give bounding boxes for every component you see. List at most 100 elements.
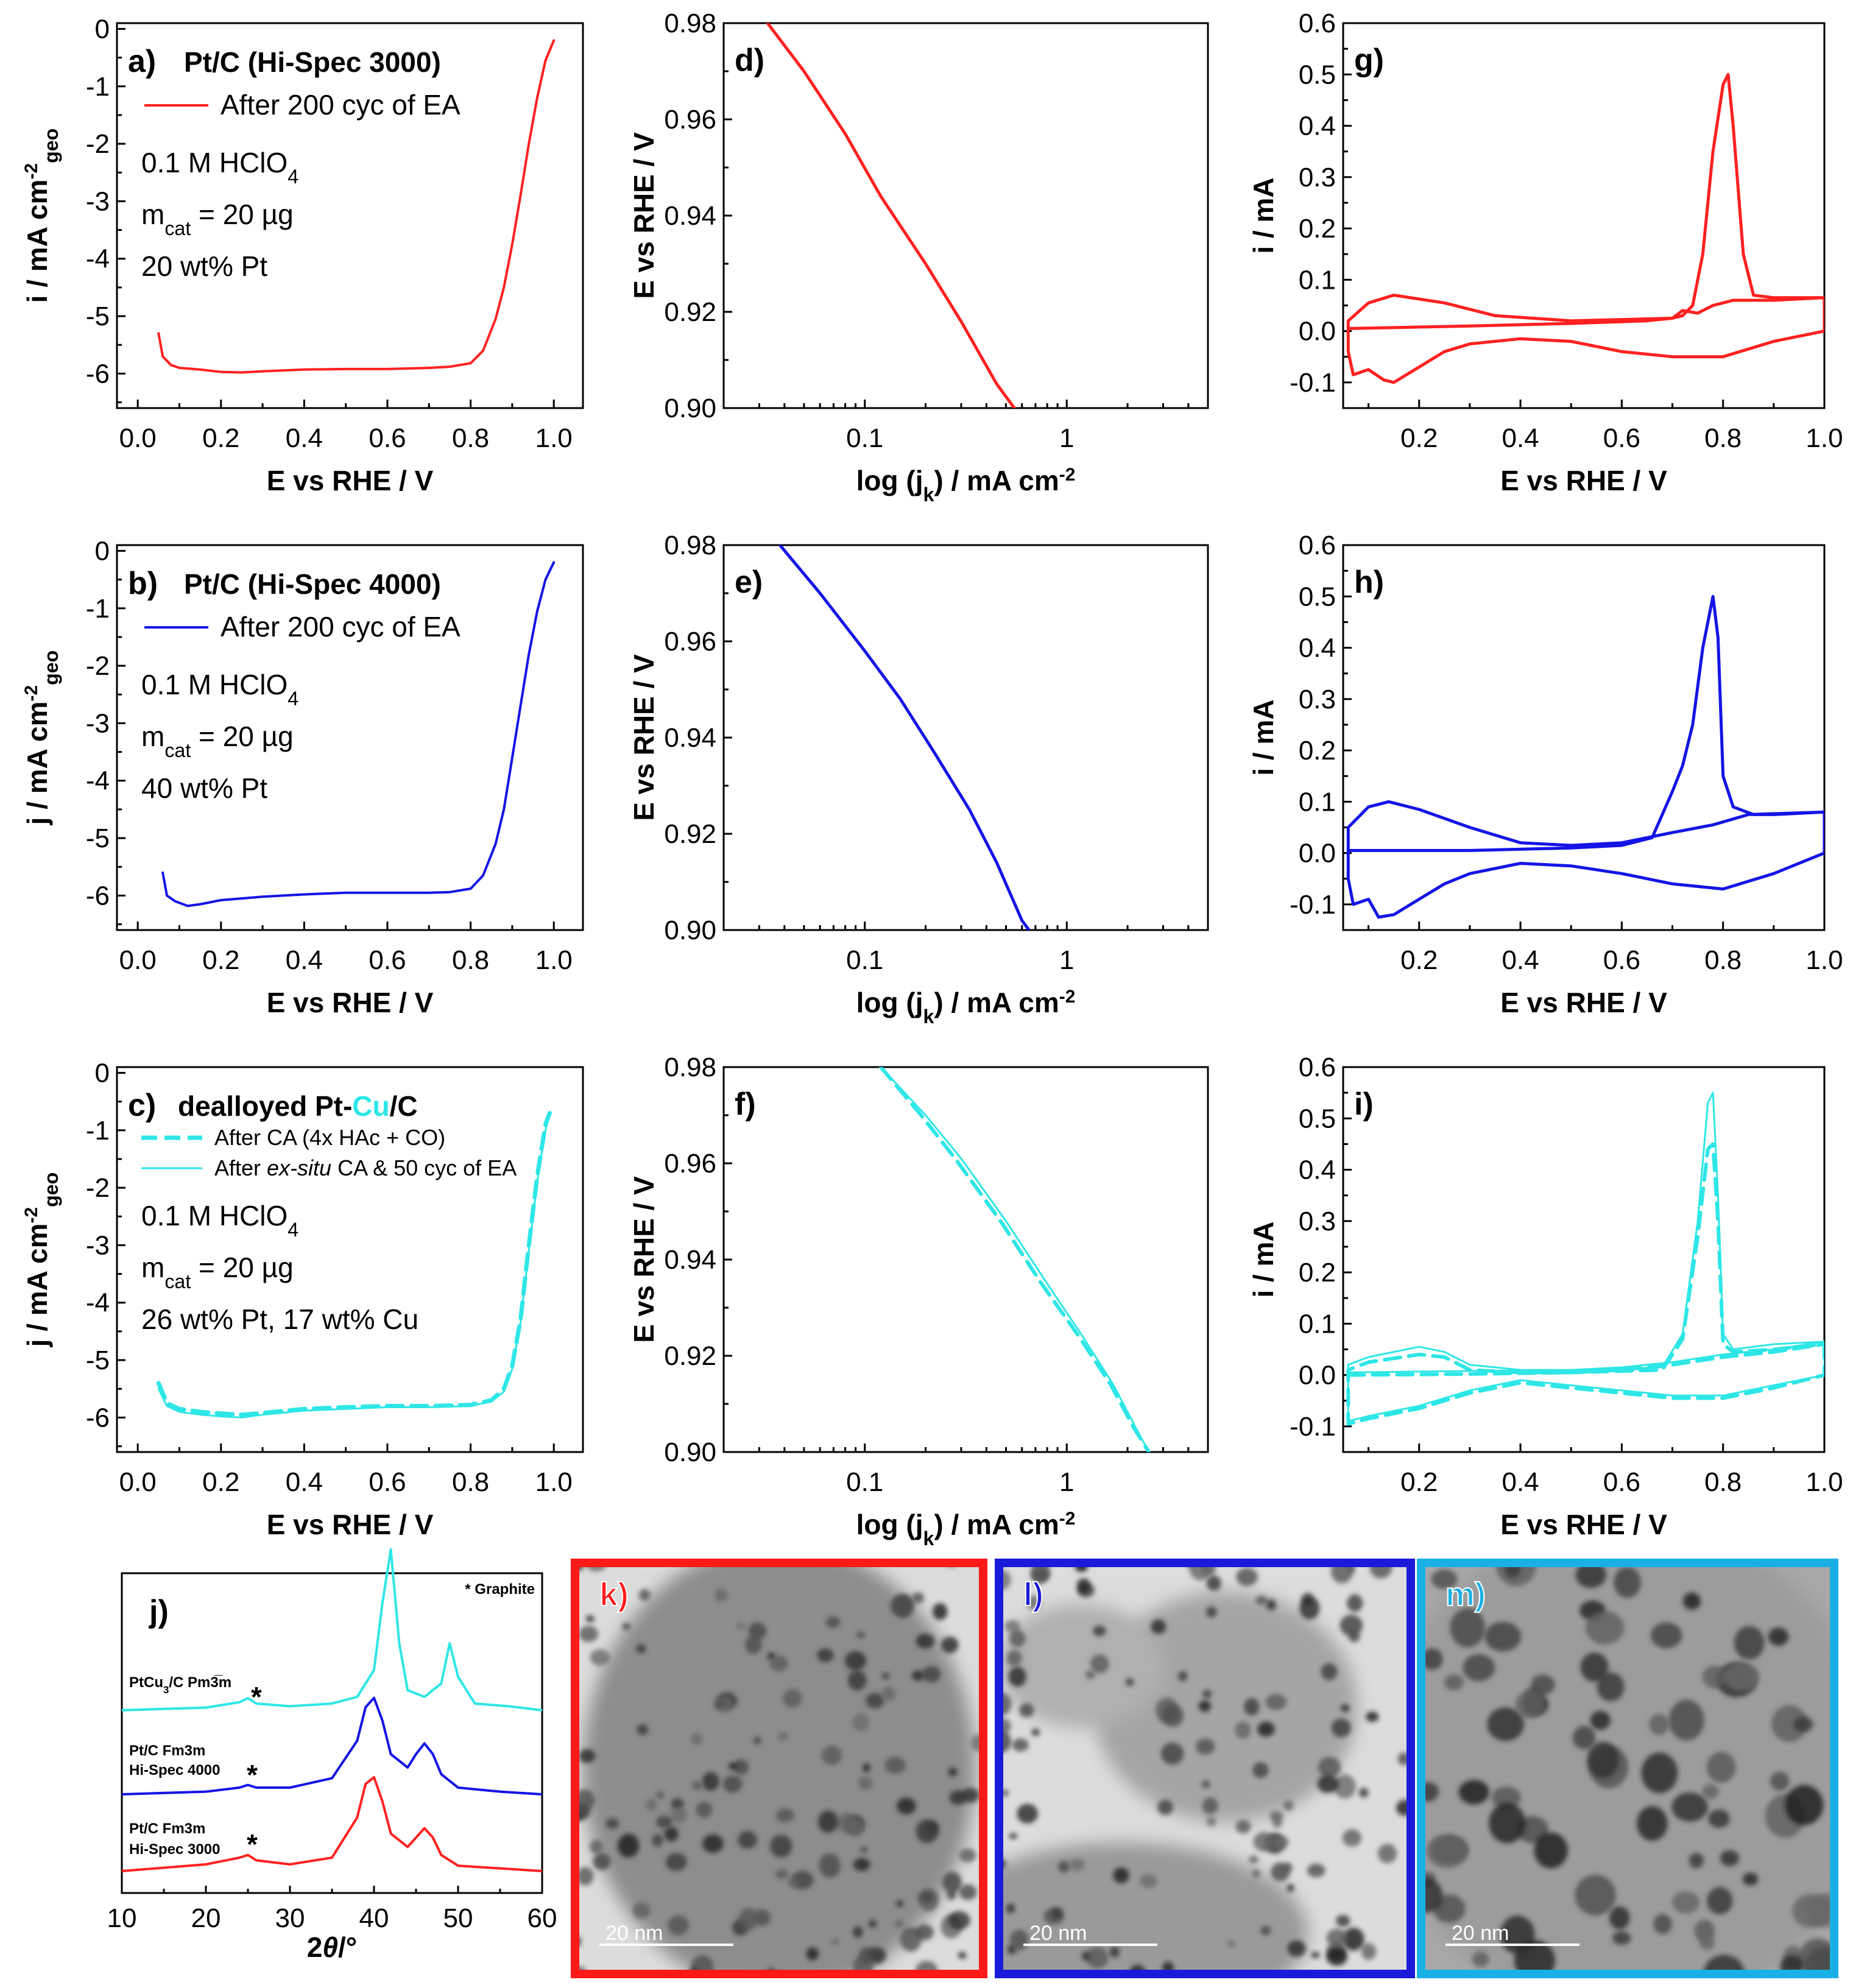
tem-frame	[571, 1559, 987, 1978]
tem-particle	[1318, 1757, 1341, 1778]
x-tick-label: 0.6	[369, 423, 406, 453]
tem-particle	[1421, 1878, 1443, 1913]
y-tick-label: -5	[86, 1345, 110, 1375]
x-tick-label: 1	[1059, 423, 1074, 453]
tem-particle	[590, 1839, 604, 1854]
tem-particle	[1653, 1914, 1672, 1934]
panel-label: a)	[128, 44, 156, 79]
tem-particle	[1272, 1836, 1289, 1849]
panel-h: 0.2 0.4 0.6 0.8 1.0 -0.1 0.0 0.1 0.2 0.3 0.4 0.5 0.6…	[1248, 530, 1843, 1018]
tem-particle	[1771, 1705, 1808, 1743]
series-line	[766, 23, 1016, 408]
series-line	[157, 39, 556, 374]
tem-particle	[1487, 1707, 1524, 1741]
tem-particle	[1587, 1741, 1619, 1778]
tem-particle	[664, 1826, 679, 1842]
panel-label: b)	[128, 566, 158, 601]
tem-particle	[788, 1877, 799, 1888]
tem-particle	[738, 1831, 758, 1849]
tem-particle	[1358, 1788, 1369, 1798]
y-tick-label: -6	[86, 881, 110, 911]
plot-frame	[722, 544, 1209, 931]
panel-label: i)	[1354, 1087, 1374, 1122]
tem-particle	[1201, 1780, 1211, 1789]
tem-particle	[1189, 1563, 1212, 1581]
scale-bar-label: 20 nm	[1452, 1922, 1509, 1945]
y-tick-label: 0.0	[1299, 1361, 1336, 1391]
x-tick-label: 0.6	[1603, 1467, 1640, 1497]
x-tick-label: 0.0	[119, 1467, 157, 1497]
series-line	[778, 545, 1031, 930]
tem-particle	[637, 1724, 649, 1735]
y-tick-label: 0.1	[1299, 265, 1336, 295]
x-tick-label: 60	[528, 1903, 557, 1933]
tem-particle	[895, 1920, 904, 1928]
tem-particle	[1491, 1786, 1521, 1810]
tem-particle	[1793, 1716, 1813, 1732]
legend-label: After 200 cyc of EA	[221, 89, 461, 121]
x-tick-label: 0.4	[286, 1467, 323, 1497]
tem-particle	[748, 1622, 766, 1640]
tem-particle	[1017, 1803, 1039, 1824]
xrd-pattern	[121, 1696, 543, 1796]
note-loading: 20 wt% Pt	[141, 250, 267, 282]
x-axis-label: E vs RHE / V	[1500, 465, 1667, 496]
tem-particle	[1463, 1654, 1495, 1682]
x-tick-label: 20	[191, 1903, 221, 1933]
tem-particle	[1019, 1703, 1034, 1718]
x-tick-label: 0.4	[1502, 423, 1539, 453]
tem-particle	[817, 1810, 838, 1833]
tem-particle	[853, 1956, 874, 1974]
x-tick-label: 0.1	[846, 945, 883, 975]
tem-particle	[863, 1763, 870, 1772]
tem-particle	[1081, 1951, 1091, 1961]
tem-particle	[923, 1892, 934, 1903]
x-tick-label: 0.1	[846, 1467, 883, 1497]
tem-particle	[1720, 1850, 1740, 1866]
tem-particle	[638, 1589, 651, 1601]
x-tick-label: 1	[1059, 1467, 1074, 1497]
y-tick-label: 0	[95, 536, 110, 566]
y-tick-label: -2	[86, 651, 110, 681]
tem-particle	[577, 1867, 594, 1886]
y-tick-label: 0.1	[1299, 787, 1336, 817]
tem-particle	[575, 1789, 595, 1811]
x-tick-label: 0.0	[119, 423, 157, 453]
tem-particle	[1004, 1620, 1020, 1633]
tem-particle	[1612, 1931, 1631, 1945]
tem-particle	[892, 1594, 915, 1618]
tem-particle	[1031, 1568, 1048, 1582]
panel-a: 0.0 0.2 0.4 0.6 0.8 1.0 0 -1 -2 -3 -4 -5 -6 a) Pt/C (H…	[21, 14, 584, 496]
graphite-marker: *	[247, 1828, 258, 1860]
tem-particle	[1266, 1599, 1276, 1610]
y-tick-label: -0.1	[1290, 368, 1336, 398]
tem-particle	[1706, 1752, 1736, 1783]
tem-particle	[1253, 1831, 1274, 1852]
y-tick-label: 0.92	[664, 297, 716, 327]
tem-particle	[1531, 1674, 1555, 1696]
x-tick-label: 0.2	[202, 945, 239, 975]
x-tick-label: 1	[1059, 945, 1074, 975]
tem-particle	[1597, 1672, 1625, 1702]
y-tick-label: 0.5	[1299, 1104, 1336, 1133]
y-tick-label: -3	[86, 1230, 110, 1260]
tem-particle	[1489, 1803, 1526, 1844]
y-tick-label: 0.4	[1299, 1155, 1336, 1185]
panel-label: e)	[735, 565, 763, 600]
tem-particle	[1269, 1810, 1283, 1822]
x-tick-label: 1.0	[1805, 423, 1843, 453]
tem-particle	[1734, 1626, 1765, 1660]
tem-particle	[1671, 1792, 1708, 1822]
tem-particle	[702, 1772, 719, 1791]
tem-particle	[942, 1872, 962, 1894]
y-tick-label: 0.6	[1299, 9, 1336, 38]
note-mass: mcat = 20 µg	[141, 1252, 294, 1292]
y-tick-label: -2	[86, 1173, 110, 1203]
tem-particle	[959, 1884, 977, 1900]
scale-bar-label: 20 nm	[605, 1922, 663, 1945]
y-tick-label: -1	[86, 594, 110, 624]
tem-particle	[745, 1636, 762, 1654]
tem-particle	[817, 1648, 834, 1663]
tem-particle	[632, 1902, 651, 1919]
y-tick-label: 0.0	[1299, 839, 1336, 869]
